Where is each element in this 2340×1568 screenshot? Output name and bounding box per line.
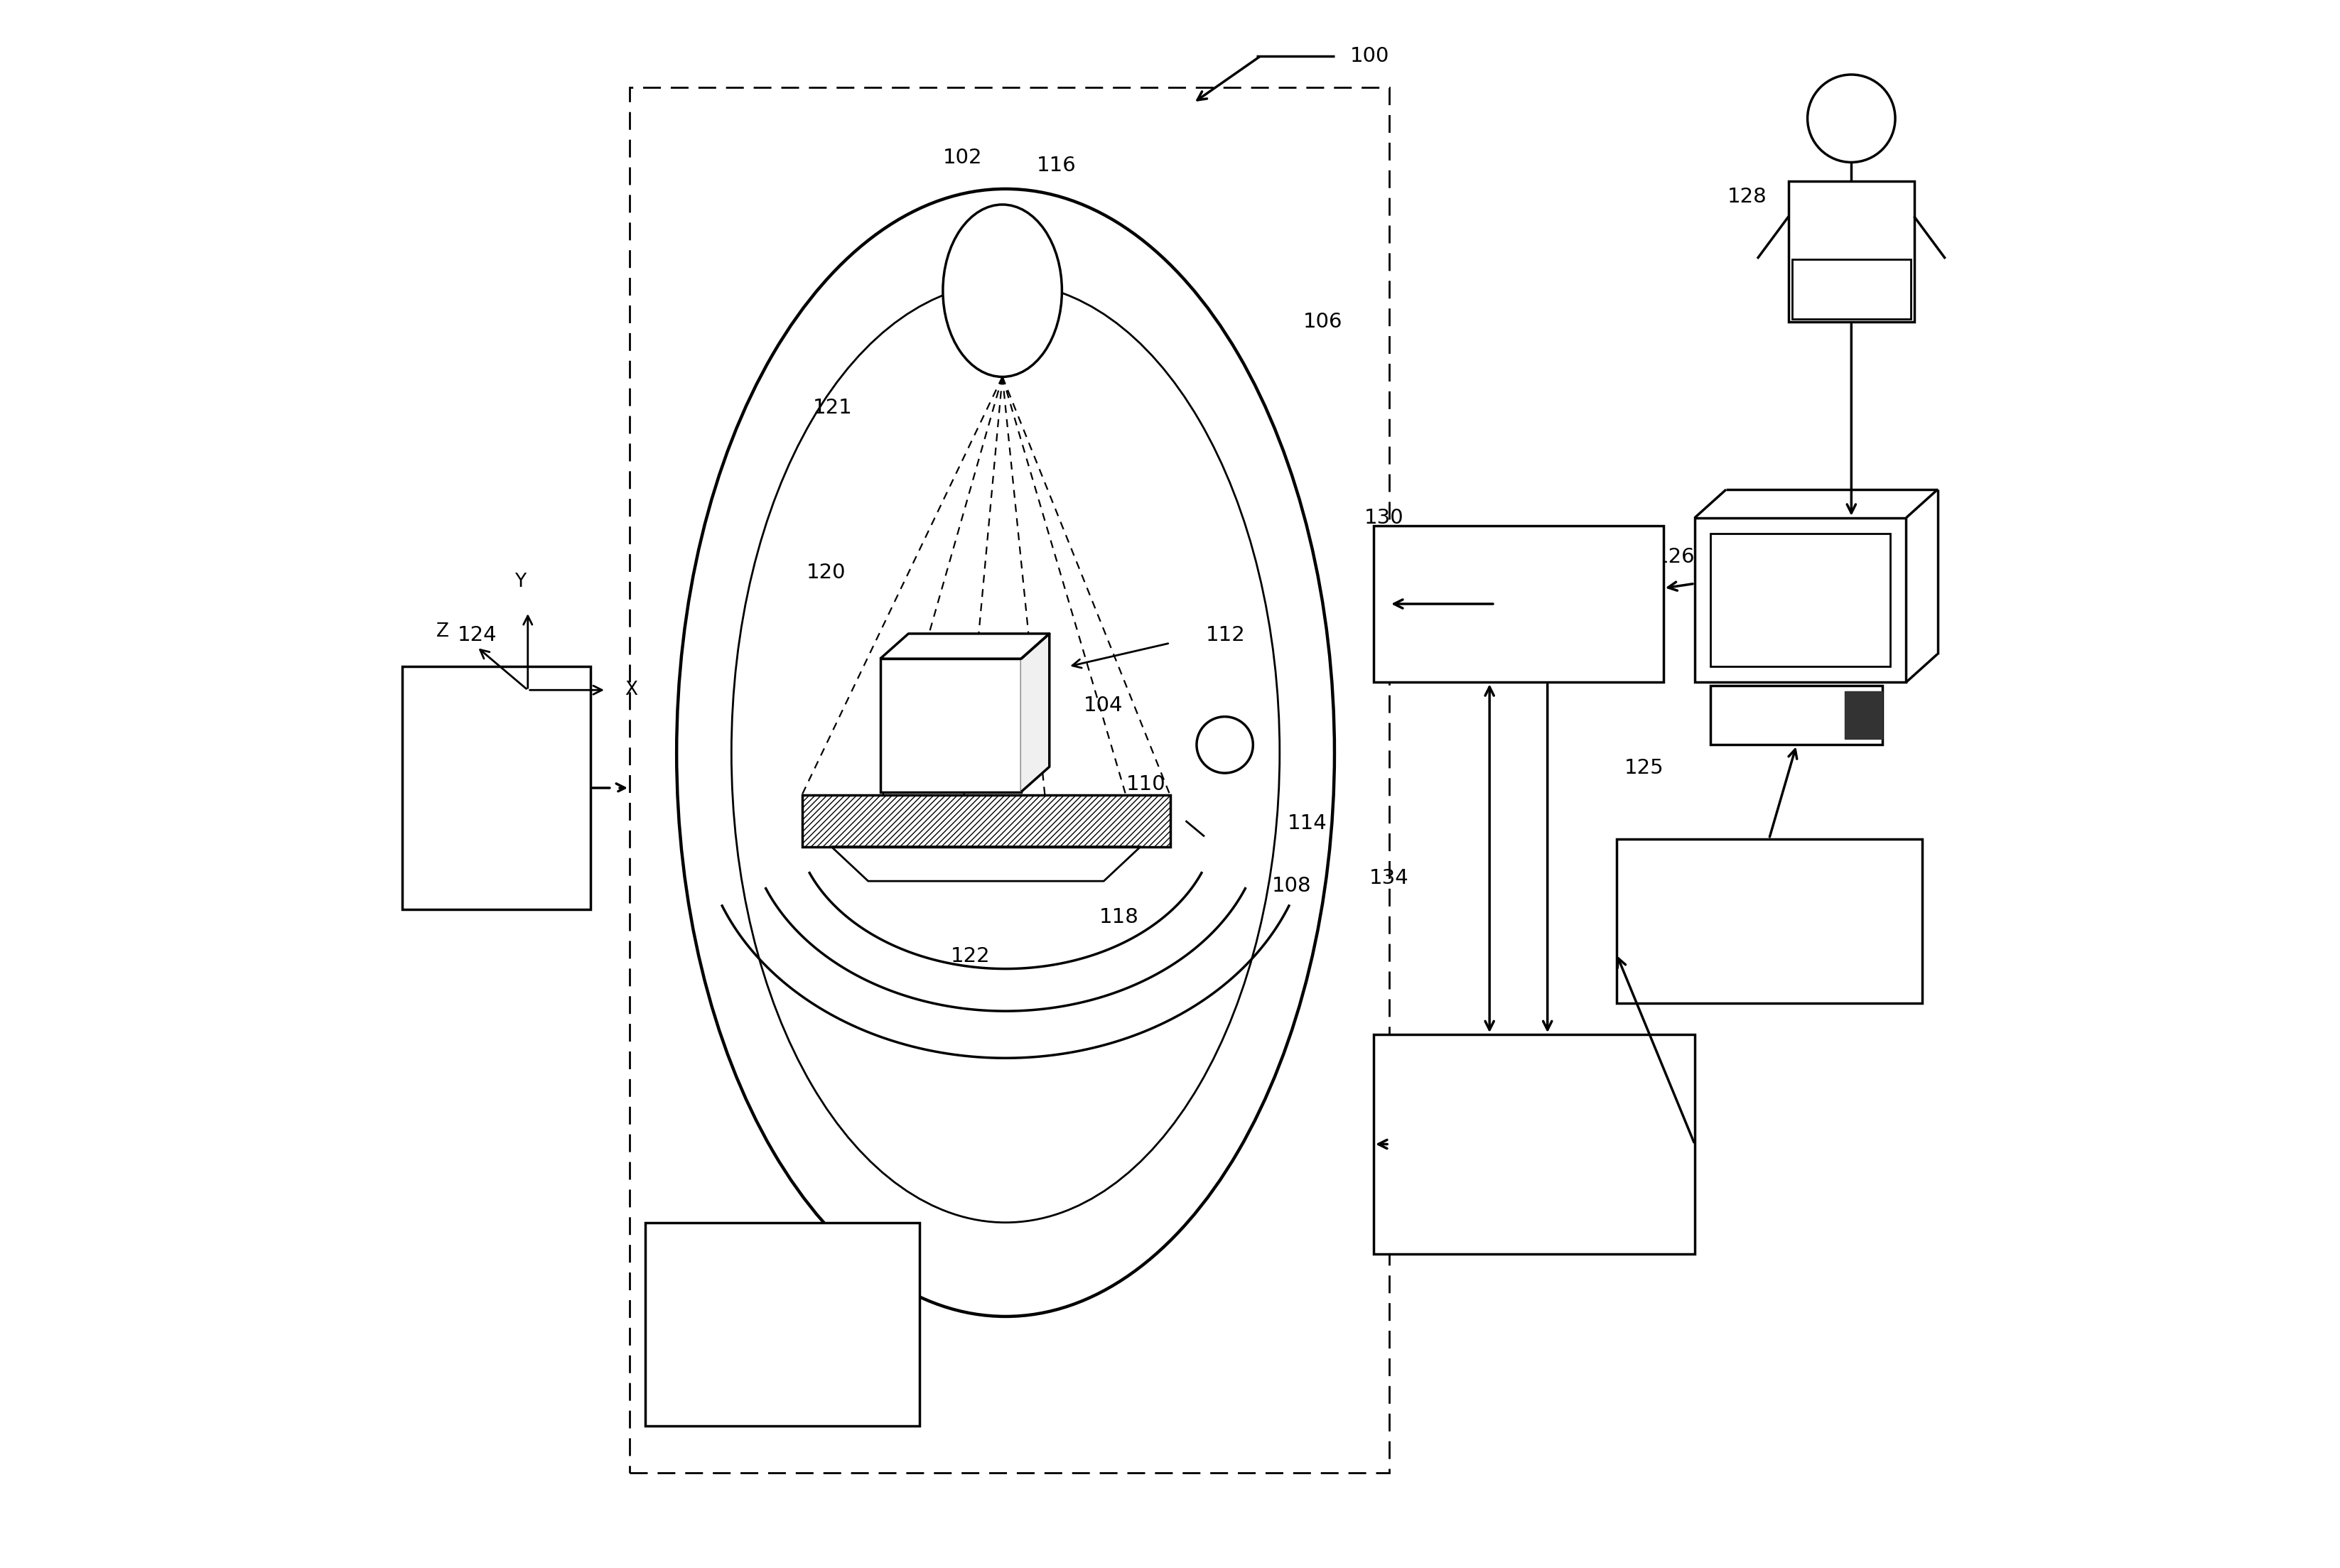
Text: 134: 134 bbox=[1369, 869, 1409, 887]
Bar bbox=[803, 795, 1170, 847]
Circle shape bbox=[1196, 717, 1252, 773]
Text: Y: Y bbox=[515, 572, 526, 591]
Text: 122: 122 bbox=[950, 947, 990, 966]
Text: 110: 110 bbox=[1126, 775, 1165, 793]
Bar bbox=[402, 666, 590, 909]
Text: 125: 125 bbox=[1624, 759, 1664, 778]
Polygon shape bbox=[880, 633, 1048, 659]
Text: 102: 102 bbox=[943, 147, 983, 168]
Ellipse shape bbox=[943, 204, 1062, 376]
Bar bbox=[803, 795, 1170, 847]
Bar bbox=[1711, 685, 1884, 745]
Bar bbox=[646, 1223, 920, 1425]
Text: 114: 114 bbox=[1287, 814, 1327, 833]
Bar bbox=[1617, 839, 1921, 1004]
Text: USER: USER bbox=[1830, 282, 1874, 296]
Bar bbox=[629, 88, 1390, 1472]
Text: 128: 128 bbox=[1727, 187, 1767, 207]
Ellipse shape bbox=[732, 282, 1280, 1223]
Text: 112: 112 bbox=[1205, 626, 1245, 644]
Text: 126: 126 bbox=[1657, 547, 1694, 568]
Bar bbox=[1788, 180, 1914, 321]
Text: ENERGY
STORAGE
COMPONENT: ENERGY STORAGE COMPONENT bbox=[725, 1301, 840, 1348]
Polygon shape bbox=[1844, 691, 1884, 739]
Circle shape bbox=[1806, 75, 1895, 162]
Text: X: X bbox=[625, 681, 639, 699]
Bar bbox=[1711, 533, 1891, 666]
Ellipse shape bbox=[676, 188, 1334, 1317]
Text: Z: Z bbox=[435, 622, 449, 641]
Text: IMAGE
RECONSTRUCTOR: IMAGE RECONSTRUCTOR bbox=[1687, 903, 1851, 939]
Text: 124: 124 bbox=[456, 626, 496, 644]
Text: 121: 121 bbox=[812, 398, 852, 419]
Bar bbox=[1374, 525, 1664, 682]
Bar bbox=[880, 659, 1020, 792]
Text: CONTROLLER: CONTROLLER bbox=[1448, 594, 1589, 613]
Bar bbox=[1792, 259, 1912, 318]
Text: 106: 106 bbox=[1303, 312, 1343, 332]
Text: 130: 130 bbox=[1364, 508, 1404, 528]
Polygon shape bbox=[831, 847, 1140, 881]
Text: 104: 104 bbox=[1083, 696, 1123, 715]
Text: EXTERNAL
POWER
SOURCE: EXTERNAL POWER SOURCE bbox=[447, 759, 545, 817]
Text: 132: 132 bbox=[1572, 1047, 1612, 1068]
Polygon shape bbox=[1020, 633, 1048, 792]
Text: 116: 116 bbox=[1037, 155, 1076, 176]
Text: DATA
ACQUISITION
COMPONENT: DATA ACQUISITION COMPONENT bbox=[1472, 1116, 1596, 1173]
Text: 100: 100 bbox=[1350, 45, 1390, 66]
Text: 108: 108 bbox=[1273, 877, 1310, 895]
Bar bbox=[1694, 517, 1907, 682]
Bar bbox=[1374, 1035, 1694, 1254]
Text: 120: 120 bbox=[807, 563, 847, 583]
Text: 118: 118 bbox=[1100, 908, 1140, 927]
